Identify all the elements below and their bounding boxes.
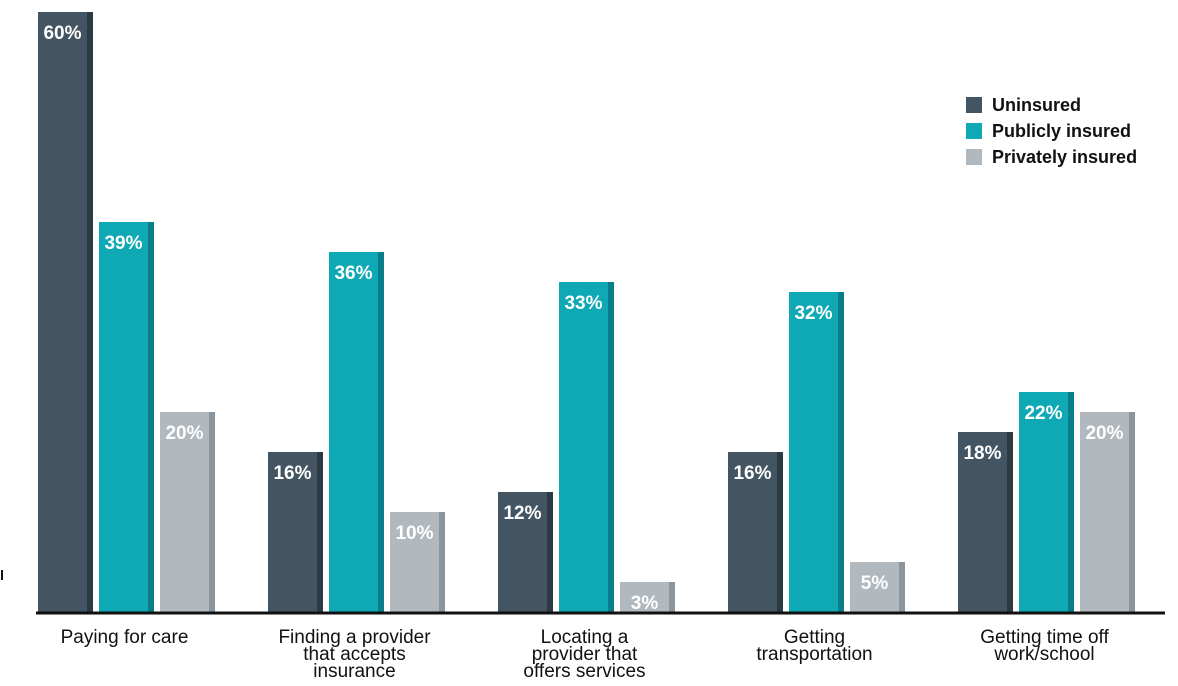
bar-uninsured-1 bbox=[268, 452, 323, 612]
bar-uninsured-4 bbox=[958, 432, 1013, 612]
legend-swatch-publicly-insured bbox=[966, 123, 982, 139]
bar-value-label: 16% bbox=[273, 463, 311, 484]
bar-value-label: 33% bbox=[564, 293, 602, 314]
bar-edge-shade bbox=[608, 282, 614, 612]
legend-label-uninsured: Uninsured bbox=[992, 95, 1081, 115]
bar-edge-shade bbox=[87, 12, 93, 612]
bar-publicly-insured-1 bbox=[329, 252, 384, 612]
bar-edge-shade bbox=[1129, 412, 1135, 612]
bars-group bbox=[38, 12, 1135, 612]
legend: Uninsured Publicly insured Privately insur… bbox=[966, 95, 1137, 167]
bar-value-label: 5% bbox=[861, 573, 889, 594]
bar-edge-shade bbox=[547, 492, 553, 612]
bar-edge-shade bbox=[899, 562, 905, 612]
bar-value-label: 39% bbox=[104, 233, 142, 254]
bar-value-label: 36% bbox=[334, 263, 372, 284]
bar-edge-shade bbox=[209, 412, 215, 612]
bar-edge-shade bbox=[1007, 432, 1013, 612]
bar-value-label: 60% bbox=[43, 23, 81, 44]
bar-value-label: 3% bbox=[631, 593, 659, 614]
bar-privately-insured-1 bbox=[390, 512, 445, 612]
bar-value-label: 20% bbox=[1085, 423, 1123, 444]
bar-privately-insured-3 bbox=[850, 562, 905, 612]
value-labels-group: 60% 39% 20% 16% 36% 10% 12% 33% 3% 16% 32% 5% 18% 22%… bbox=[43, 23, 1123, 614]
category-label: Getting time off work/school bbox=[980, 627, 1109, 665]
bar-uninsured-2 bbox=[498, 492, 553, 612]
bar-publicly-insured-3 bbox=[789, 292, 844, 612]
bar-privately-insured-0 bbox=[160, 412, 215, 612]
bar-value-label: 32% bbox=[794, 303, 832, 324]
bar-edge-shade bbox=[378, 252, 384, 612]
bar-publicly-insured-4 bbox=[1019, 392, 1074, 612]
bar-edge-shade bbox=[1068, 392, 1074, 612]
bar-edge-shade bbox=[317, 452, 323, 612]
bar-uninsured-3 bbox=[728, 452, 783, 612]
bar-value-label: 22% bbox=[1024, 403, 1062, 424]
legend-swatch-privately-insured bbox=[966, 149, 982, 165]
bar-uninsured-0 bbox=[38, 12, 93, 612]
bar-edge-shade bbox=[838, 292, 844, 612]
bar-publicly-insured-0 bbox=[99, 222, 154, 612]
bar-privately-insured-4 bbox=[1080, 412, 1135, 612]
category-label: Paying for care bbox=[61, 627, 189, 648]
bar-value-label: 10% bbox=[395, 523, 433, 544]
bar-value-label: 12% bbox=[503, 503, 541, 524]
bar-privately-insured-2 bbox=[620, 582, 675, 612]
bar-value-label: 18% bbox=[963, 443, 1001, 464]
category-labels-group: Paying for care Finding a provider that ac… bbox=[61, 627, 1110, 682]
legend-label-privately-insured: Privately insured bbox=[992, 147, 1137, 167]
category-label: Getting transportation bbox=[756, 627, 872, 665]
bar-edge-shade bbox=[669, 582, 675, 612]
bar-value-label: 16% bbox=[733, 463, 771, 484]
bar-edge-shade bbox=[148, 222, 154, 612]
legend-swatch-uninsured bbox=[966, 97, 982, 113]
bar-value-label: 20% bbox=[165, 423, 203, 444]
bar-publicly-insured-2 bbox=[559, 282, 614, 612]
category-label: Locating a provider that offers services bbox=[523, 627, 645, 682]
legend-label-publicly-insured: Publicly insured bbox=[992, 121, 1131, 141]
category-label: Finding a provider that accepts insurance bbox=[278, 627, 431, 682]
bar-edge-shade bbox=[439, 512, 445, 612]
bar-edge-shade bbox=[777, 452, 783, 612]
